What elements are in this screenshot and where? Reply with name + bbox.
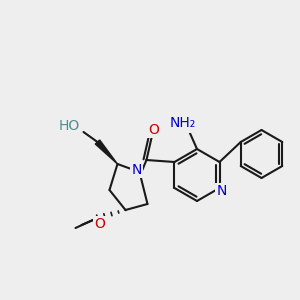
Text: H: H: [167, 116, 175, 126]
Text: HO: HO: [59, 119, 80, 133]
Polygon shape: [95, 140, 118, 164]
Text: NH₂: NH₂: [170, 116, 196, 130]
Text: N: N: [216, 184, 227, 198]
Text: H: H: [187, 116, 195, 126]
Text: O: O: [148, 123, 159, 137]
Text: N: N: [131, 163, 142, 177]
Text: NH: NH: [171, 118, 191, 132]
Text: O: O: [94, 217, 105, 231]
